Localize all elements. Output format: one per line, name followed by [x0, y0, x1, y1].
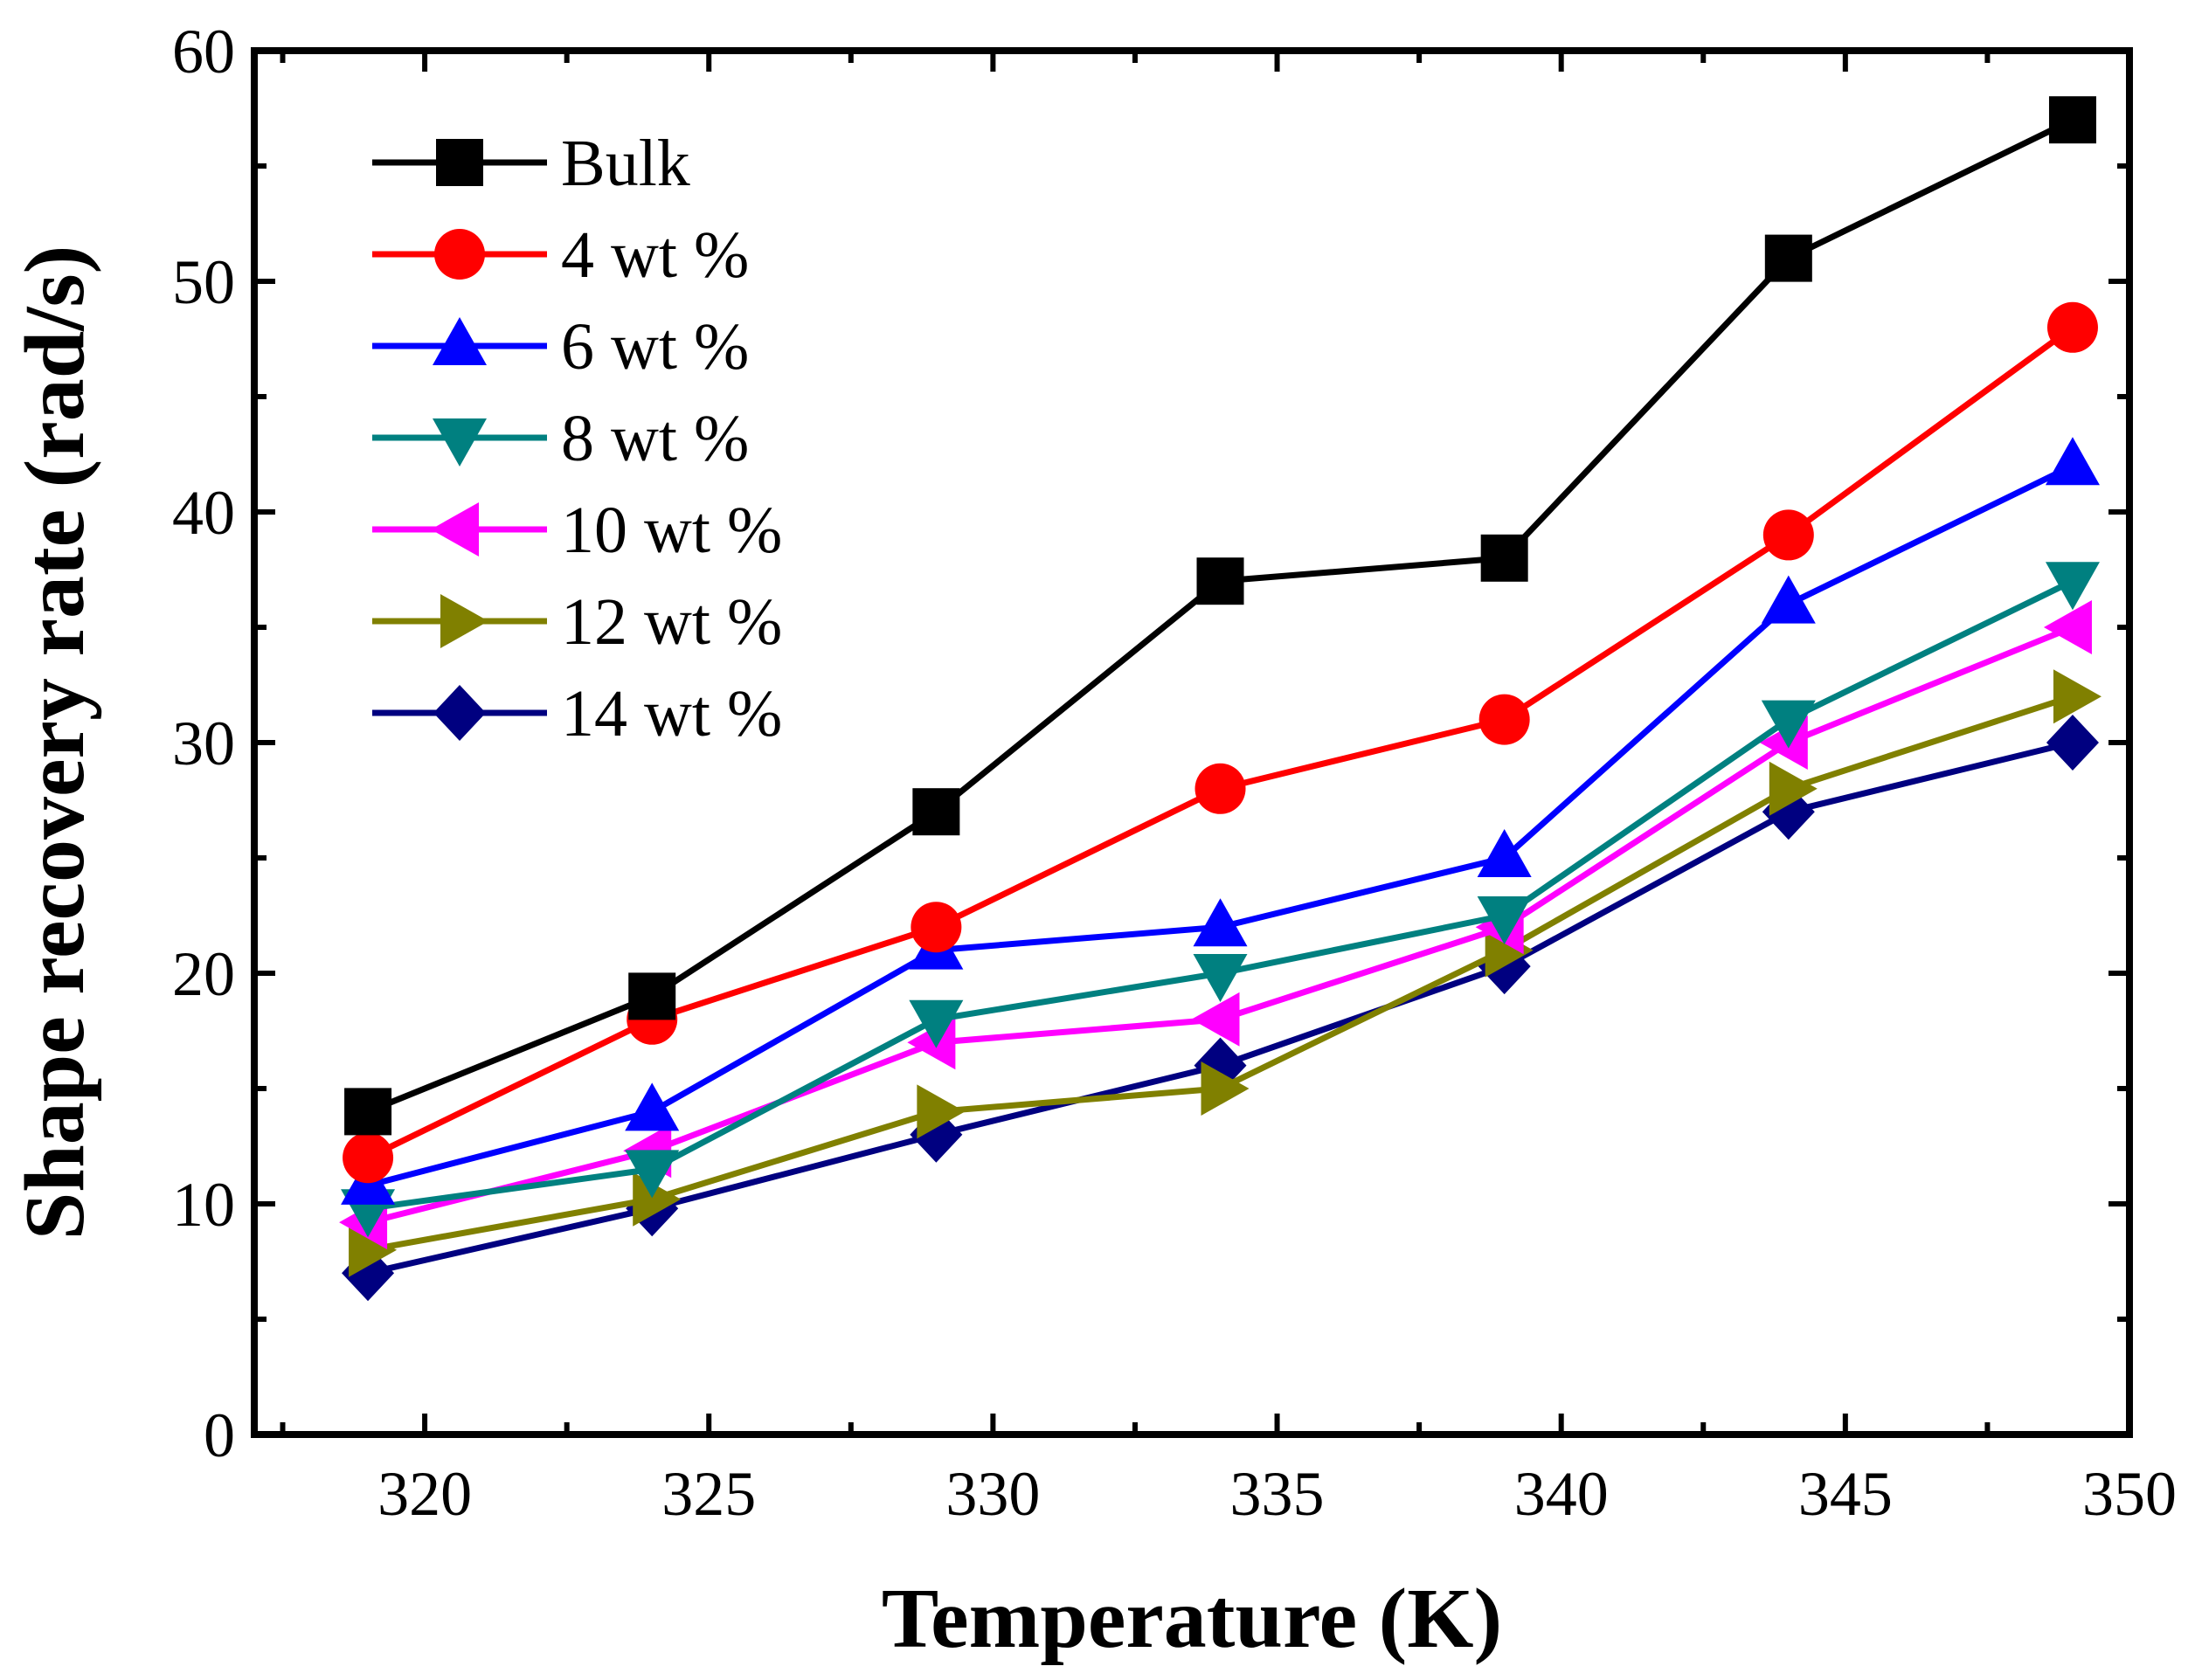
- legend-item: 6 wt %: [372, 310, 749, 384]
- data-point: [2053, 669, 2102, 724]
- data-point: [1762, 509, 1814, 561]
- data-point: [343, 1132, 394, 1184]
- legend-item: 10 wt %: [372, 494, 782, 567]
- series-bulk: [344, 96, 2096, 1136]
- data-point: [1196, 557, 1244, 605]
- legend-label: 8 wt %: [561, 402, 749, 475]
- plot-frame: [251, 47, 2133, 1438]
- y-tick-label: 30: [172, 709, 235, 778]
- data-point: [625, 1150, 680, 1199]
- legend-label: 6 wt %: [561, 310, 749, 384]
- x-tick-label: 320: [377, 1459, 472, 1529]
- data-point: [2048, 96, 2096, 144]
- y-tick-label: 20: [172, 939, 235, 1009]
- data-point: [625, 1082, 680, 1131]
- data-point: [633, 1172, 682, 1227]
- axis-ticks: 0 10 20 30 40 50 60 320 325 330 335 340 345 350: [172, 17, 2177, 1529]
- legend-marker: [433, 317, 487, 365]
- x-tick-label: 350: [2082, 1459, 2177, 1529]
- legend-label: 12 wt %: [561, 585, 782, 659]
- data-point: [1193, 898, 1248, 947]
- x-tick-label: 335: [1230, 1459, 1325, 1529]
- y-tick-label: 50: [172, 247, 235, 317]
- series-line: [367, 578, 2074, 1212]
- data-point: [628, 972, 676, 1020]
- series-12-wt: [349, 669, 2102, 1277]
- legend: Bulk 4 wt % 6 wt % 8 wt % 10 wt % 12 wt % 14 w…: [372, 127, 782, 750]
- data-point: [2043, 600, 2092, 654]
- data-point: [1194, 763, 1246, 814]
- legend-marker: [434, 229, 485, 280]
- data-point: [1477, 829, 1532, 877]
- data-point: [1480, 534, 1528, 582]
- data-point: [912, 788, 960, 836]
- y-tick-label: 0: [204, 1400, 235, 1470]
- data-point: [1764, 234, 1812, 282]
- x-tick-label: 345: [1798, 1459, 1893, 1529]
- data-point: [917, 1084, 966, 1139]
- legend-marker: [431, 502, 479, 557]
- legend-item: 14 wt %: [372, 677, 782, 750]
- legend-item: 8 wt %: [372, 402, 749, 475]
- y-tick-label: 40: [172, 478, 235, 548]
- data-point: [2045, 562, 2100, 611]
- legend-label: 4 wt %: [561, 218, 749, 292]
- legend-label: Bulk: [561, 127, 690, 200]
- legend-marker: [433, 685, 486, 741]
- data-point: [911, 902, 962, 953]
- legend-marker: [436, 139, 483, 186]
- legend-marker: [433, 418, 487, 467]
- y-axis-title: Shape recovery rate (rad/s): [8, 245, 102, 1240]
- data-point: [1761, 700, 1816, 749]
- x-tick-label: 330: [945, 1459, 1040, 1529]
- y-tick-label: 60: [172, 17, 235, 86]
- data-point: [1477, 896, 1532, 944]
- y-tick-label: 10: [172, 1170, 235, 1240]
- data-point: [1201, 1061, 1250, 1116]
- data-point: [909, 999, 964, 1048]
- series-layer: [339, 96, 2102, 1302]
- legend-marker: [440, 594, 488, 648]
- x-tick-label: 340: [1514, 1459, 1609, 1529]
- data-point: [2046, 715, 2099, 771]
- legend-item: 4 wt %: [372, 218, 749, 292]
- x-tick-label: 325: [661, 1459, 756, 1529]
- data-point: [2046, 301, 2098, 353]
- legend-label: 10 wt %: [561, 494, 782, 567]
- data-point: [1769, 761, 1818, 816]
- x-axis-title: Temperature (K): [882, 1572, 1502, 1666]
- data-point: [1191, 992, 1240, 1047]
- legend-item: Bulk: [372, 127, 690, 200]
- legend-item: 12 wt %: [372, 585, 782, 659]
- data-point: [1761, 575, 1816, 624]
- data-point: [1193, 954, 1248, 1002]
- data-point: [344, 1088, 392, 1136]
- legend-label: 14 wt %: [561, 677, 782, 750]
- data-point: [2045, 437, 2100, 486]
- data-point: [349, 1222, 398, 1277]
- data-point: [1478, 694, 1530, 745]
